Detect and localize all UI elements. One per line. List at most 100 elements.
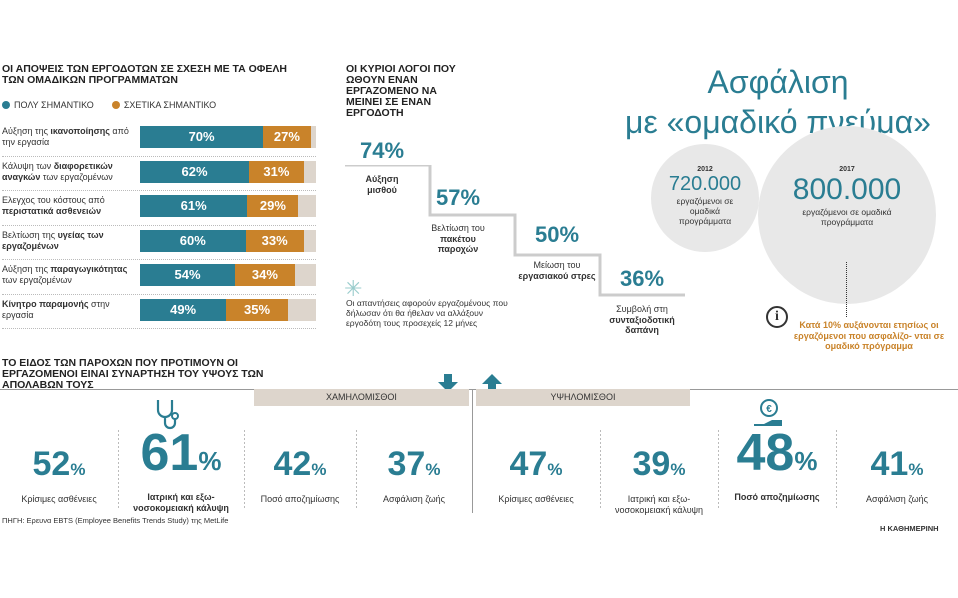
stat-number: 48 [736,424,795,482]
stat-value: 41% [836,446,958,488]
step-label: Μείωση του εργασιακού στρες [518,260,596,281]
stat-percent: % [794,446,818,476]
bar-somewhat-important: 34% [235,264,295,286]
employer-views-chart: Αύξηση της ικανοποίησης από την εργασία 7… [2,122,316,329]
label-emphasis: Αύξηση μισθού [365,174,399,195]
label-text: Μείωση του [533,260,581,270]
bar-track: 70% 27% [140,126,316,148]
bar-row-label: Κάλυψη των διαφορετικών αναγκών των εργα… [2,161,136,183]
year-label: 2017 [839,166,855,173]
bar-very-important: 60% [140,229,246,252]
low-earners-stat: 42% Ποσό αποζημίωσης [244,446,356,505]
stat-number: 42 [273,445,312,483]
stat-value: 48% [718,426,836,488]
divider [356,430,357,510]
label-emphasis: συνταξιοδοτική δαπάνη [609,314,675,336]
divider [600,430,601,510]
stat-label: Ιατρική και εξω- νοσοκομειακή κάλυψη [133,492,229,513]
label-text: Ελεγχος του κόστους από [2,195,105,205]
legend-label: ΣΧΕΤΙΚΑ ΣΗΜΑΝΤΙΚΟ [123,100,217,110]
low-earners-stat: 52% Κρίσιμες ασθένειες [0,446,118,505]
step-label: Συμβολή στη συνταξιοδοτική δαπάνη [600,304,684,336]
stat-number: 47 [509,445,548,483]
divider [244,430,245,510]
bar-very-important: 54% [140,264,236,286]
legend: ΠΟΛΥ ΣΗΜΑΝΤΙΚΟ ΣΧΕΤΙΚΑ ΣΗΜΑΝΤΙΚΟ [2,100,216,110]
divider [718,430,719,510]
bar-somewhat-important: 33% [245,229,304,252]
reasons-title: ΟΙ ΚΥΡΙΟΙ ΛΟΓΟΙ ΠΟΥ ΩΘΟΥΝ ΕΝΑΝ ΕΡΓΑΖΟΜΕΝ… [346,63,456,119]
bar-row: Κίνητρο παραμονής στην εργασία 49% 35% [2,295,316,329]
title-line-1: Ασφάλιση [707,64,849,100]
label-text: από την εργασία [2,126,129,147]
arrow-icons [438,374,502,392]
bar-somewhat-important: 29% [247,195,299,217]
bar-row-label: Βελτίωση της υγείας των εργαζομένων [2,230,136,252]
divider [118,430,119,510]
bar-row-label: Ελεγχος του κόστους από περιστατικά ασθε… [2,195,136,217]
count-label: εργαζόμενοι σε ομαδικά προγράμματα [676,196,734,226]
stat-label: Ασφάλιση ζωής [866,494,928,504]
stat-number: 39 [632,445,671,483]
high-earners-stat: 39% Ιατρική και εξω- νοσοκομειακή κάλυψη [600,446,718,515]
legend-dot-icon [2,101,10,109]
legend-item-somewhat-important: ΣΧΕΤΙΚΑ ΣΗΜΑΝΤΙΚΟ [111,100,217,110]
label-text: Αύξηση της [2,264,51,274]
step-value: 36% [619,266,665,291]
divider [836,430,837,510]
brand-logo: Η ΚΑΘΗΜΕΡΙΝΗ [880,524,939,533]
divider [472,389,473,513]
bar-row: Αύξηση της παραγωγικότητας των εργαζομέν… [2,260,316,295]
svg-text:€: € [766,404,772,415]
stat-value: 39% [600,446,718,488]
bar-very-important: 70% [140,126,264,148]
stat-percent: % [547,460,563,479]
source-note: ΠΗΓΗ: Ερευνα EBTS (Employee Benefits Tre… [2,516,229,525]
stat-value: 61% [118,426,244,488]
stat-label: Κρίσιμες ασθένειες [21,494,97,504]
high-earners-stat: 47% Κρίσιμες ασθένειες [472,446,600,505]
label-text: Κάλυψη των [2,160,54,171]
arrow-up-icon [482,374,502,392]
employer-views-title: ΟΙ ΑΠΟΨΕΙΣ ΤΩΝ ΕΡΓΟΔΟΤΩΝ ΣΕ ΣΧΕΣΗ ΜΕ ΤΑ … [2,63,288,86]
stat-label: Κρίσιμες ασθένειες [498,494,574,504]
stat-value: 52% [0,446,118,488]
step-reason-2: 57% Βελτίωση του πακέτου παροχών [420,185,496,255]
stat-label: Ποσό αποζημίωσης [260,494,340,504]
stat-value: 42% [244,446,356,488]
circle-2012: 2012 720.000 εργαζόμενοι σε ομαδικά προγ… [651,144,759,252]
stat-percent: % [425,460,441,479]
stat-percent: % [70,460,86,479]
stat-label: Ιατρική και εξω- νοσοκομειακή κάλυψη [614,494,704,515]
step-value: 50% [534,222,580,247]
label-emphasis: περιστατικά ασθενειών [2,206,102,216]
step-reason-1: 74% Αύξηση μισθού [352,138,412,195]
money-hand-icon: € [754,399,782,426]
stat-percent: % [311,460,327,479]
low-earners-band: ΧΑΜΗΛΟΜΙΣΘΟΙ [254,389,469,406]
employee-count: 800.000 [792,173,902,206]
legend-item-very-important: ΠΟΛΥ ΣΗΜΑΝΤΙΚΟ [2,100,94,110]
label-text: Αύξηση της [2,126,51,136]
employee-count: 720.000 [668,173,742,195]
benefits-title: ΤΟ ΕΙΔΟΣ ΤΩΝ ΠΑΡΟΧΩΝ ΠΟΥ ΠΡΟΤΙΜΟΥΝ ΟΙ ΕΡ… [2,357,264,391]
high-earners-band: ΥΨΗΛΟΜΙΣΘΟΙ [476,389,690,406]
bar-track: 54% 34% [140,264,316,286]
label-text: Συμβολή στη [616,304,668,314]
label-text: στην εργασία [2,298,110,320]
bar-track: 60% 33% [140,229,316,252]
arrow-down-icon [438,374,458,392]
label-emphasis: υγείας των εργαζομένων [2,229,104,251]
bar-very-important: 61% [140,195,248,217]
stat-percent: % [198,446,222,476]
info-text: Κατά 10% αυξάνονται ετησίως οι εργαζόμεν… [793,320,945,351]
label-emphasis: παραγωγικότητας [50,264,128,274]
stairs-line [345,165,685,297]
asterisk-icon: ✳ [344,276,363,301]
bar-row: Κάλυψη των διαφορετικών αναγκών των εργα… [2,157,316,191]
stat-number: 37 [387,445,426,483]
label-emphasis: εργασιακού στρες [518,270,596,281]
step-value: 57% [435,185,481,210]
info-icon: i [766,306,788,328]
step-reason-4: 36% Συμβολή στη συνταξιοδοτική δαπάνη [600,266,684,336]
